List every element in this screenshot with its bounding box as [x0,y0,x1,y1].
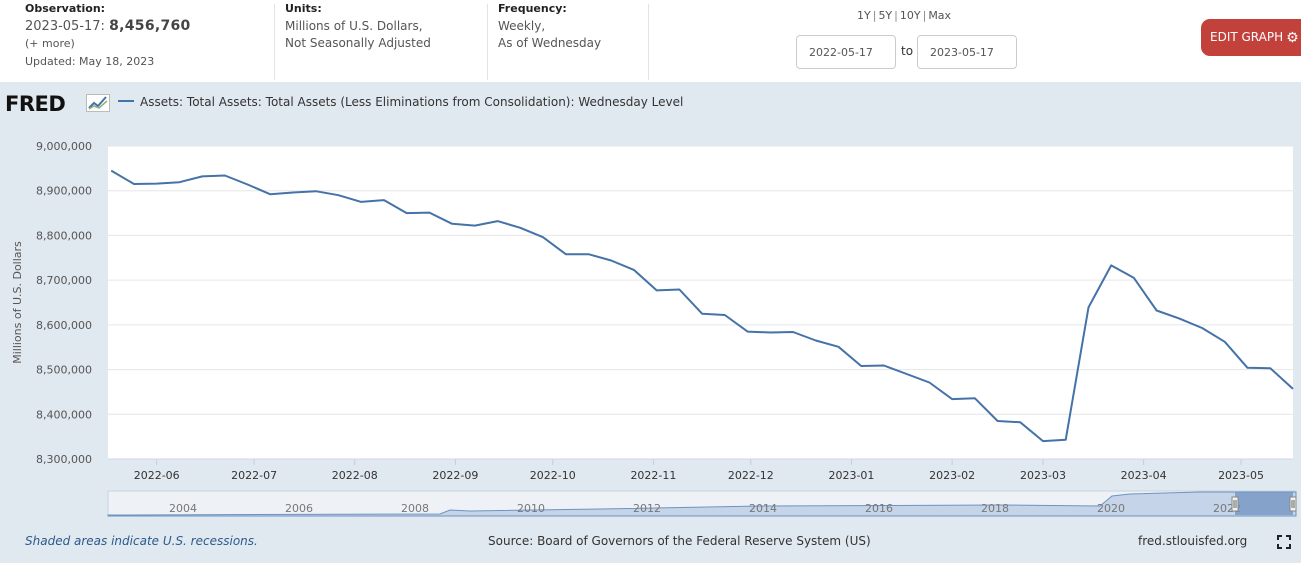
y-tick-label: 8,400,000 [36,408,92,421]
navigator-handle[interactable] [1289,496,1297,512]
chart-legend: Assets: Total Assets: Total Assets (Less… [118,95,683,109]
graph-container: FRED Assets: Total Assets: Total Assets … [0,82,1301,563]
x-tick-label: 2023-02 [929,469,975,482]
more-observations-link[interactable]: (+ more) [25,37,75,50]
fred-logo[interactable]: FRED [5,92,66,116]
range-navigator: 2004 2006 2008 2010 2012 2014 2016 2018 2020 2022 [107,490,1297,517]
navigator-year-label: 2020 [1097,502,1125,515]
plot-area [108,146,1293,459]
navigator-year-label: 2006 [285,502,313,515]
observation-value: 2023-05-17: 8,456,760 [25,18,265,36]
recession-note: Shaded areas indicate U.S. recessions. [25,534,258,548]
navigator-year-label: 2016 [865,502,893,515]
y-tick-label: 8,500,000 [36,364,92,377]
navigator-year-label: 2010 [517,502,545,515]
navigator-year-label: 2008 [401,502,429,515]
header: Observation: 2023-05-17: 8,456,760 (+ mo… [0,0,1301,82]
gear-icon: ⚙ [1286,30,1299,46]
x-tick-label: 2023-01 [828,469,874,482]
observation-block: Observation: 2023-05-17: 8,456,760 (+ mo… [25,0,265,82]
units-line1: Millions of U.S. Dollars, [285,18,423,33]
x-tick-label: 2022-09 [432,469,478,482]
frequency-line2: As of Wednesday [498,36,602,50]
fullscreen-icon[interactable] [1277,535,1291,549]
x-tick-label: 2023-05 [1218,469,1264,482]
x-tick-label: 2022-12 [728,469,774,482]
navigator-handle[interactable] [1231,496,1239,512]
series-line [110,169,1294,443]
fred-chart-icon [86,94,110,112]
observation-number: 8,456,760 [109,17,191,34]
divider [487,4,488,80]
y-tick-label: 8,900,000 [36,185,92,198]
frequency-line1: Weekly, [498,18,546,33]
navigator-year-label: 2018 [981,502,1009,515]
navigator-year-label: 2004 [169,502,197,515]
navigator-year-label: 2014 [749,502,777,515]
line-chart[interactable]: 8,300,000 8,400,000 8,500,000 8,600,000 8,70… [0,82,1301,527]
range-max-button[interactable]: Max [928,9,952,22]
x-tick-label: 2023-03 [1020,469,1066,482]
divider [274,4,275,80]
units-line2: Not Seasonally Adjusted [285,36,431,50]
y-tick-label: 8,700,000 [36,274,92,287]
y-axis-title: Millions of U.S. Dollars [11,241,24,364]
legend-swatch [118,100,134,102]
range-1y-button[interactable]: 1Y [857,9,871,22]
y-tick-label: 8,300,000 [36,453,92,466]
edit-graph-button[interactable]: EDIT GRAPH ⚙ [1201,19,1301,56]
units-block: Units: Millions of U.S. Dollars, Not Sea… [285,0,485,82]
divider [648,4,649,80]
x-tick-label: 2023-04 [1121,469,1167,482]
edit-graph-label: EDIT GRAPH [1210,30,1284,44]
to-label: to [901,44,914,58]
frequency-label: Frequency: [498,2,567,15]
x-tick-label: 2022-08 [332,469,378,482]
frequency-block: Frequency: Weekly, As of Wednesday [498,0,648,82]
x-tick-label: 2022-07 [231,469,277,482]
x-tick-label: 2022-06 [134,469,180,482]
range-10y-button[interactable]: 10Y [899,9,921,22]
y-tick-label: 9,000,000 [36,140,92,153]
range-5y-button[interactable]: 5Y [878,9,893,22]
updated-date: Updated: May 18, 2023 [25,54,155,68]
source-text: Source: Board of Governors of the Federa… [488,534,871,548]
y-tick-label: 8,800,000 [36,229,92,242]
units-label: Units: [285,2,322,15]
observation-label: Observation: [25,2,106,15]
x-tick-label: 2022-10 [530,469,576,482]
end-date-input[interactable] [917,35,1017,69]
navigator-selection[interactable] [1235,492,1293,515]
legend-series-label: Assets: Total Assets: Total Assets (Less… [140,95,684,109]
start-date-input[interactable] [796,35,896,69]
observation-date: 2023-05-17: [25,18,105,34]
range-selector: 1Y | 5Y | 10Y | Max [857,9,952,22]
site-link[interactable]: fred.stlouisfed.org [1138,534,1248,548]
x-tick-label: 2022-11 [630,469,676,482]
navigator-year-label: 2012 [633,502,661,515]
y-tick-label: 8,600,000 [36,319,92,332]
